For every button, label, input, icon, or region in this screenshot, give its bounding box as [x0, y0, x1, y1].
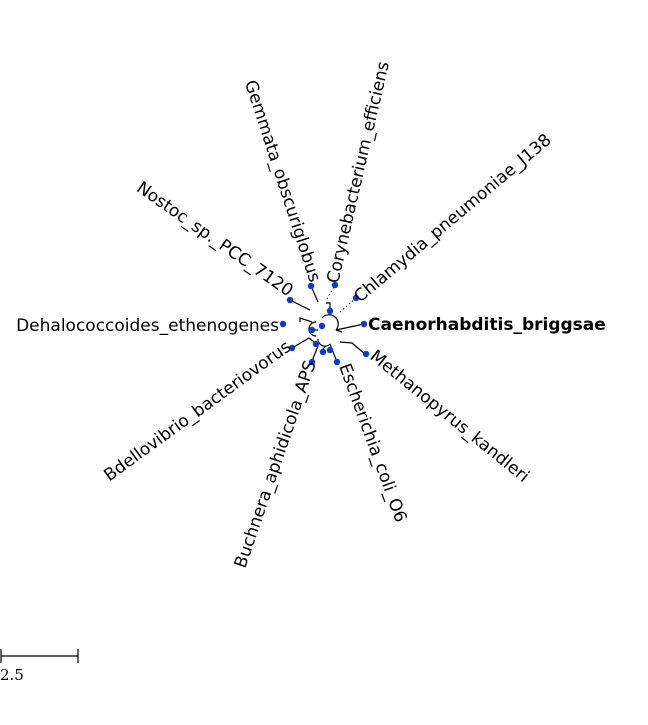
internal-node	[312, 340, 320, 348]
leaf-label-corynebacterium: Corynebacterium_efficiens	[323, 59, 394, 285]
branch-escherichia	[329, 343, 338, 363]
leaf-label-dehalococcoides: Dehalococcoides_ethenogenes	[16, 316, 279, 336]
leaf-node	[288, 344, 296, 352]
leaf-label-nostoc: Nostoc_sp._PCC_7120	[133, 178, 297, 301]
leaf-label-caenorhabditis: Caenorhabditis_briggsae	[368, 315, 606, 335]
leaf-node	[333, 358, 341, 366]
branch-nostoc	[289, 299, 311, 311]
internal-node	[318, 322, 326, 330]
branch-buchnera	[311, 345, 319, 362]
leaf-node	[286, 296, 294, 304]
scale-bar-label: 2.5	[0, 666, 24, 684]
leaf-node	[360, 320, 368, 328]
tree-nodes	[279, 281, 370, 366]
branch-bdellovibrio	[291, 337, 310, 349]
internal-node	[326, 346, 334, 354]
leaf-node	[331, 281, 339, 289]
leaf-node	[279, 320, 287, 328]
leaf-node	[307, 282, 315, 290]
branch-caenorhabditis	[335, 323, 365, 331]
branch-dehalococcoides	[299, 317, 313, 323]
leaf-label-buchnera: Buchnera_aphidicola_APS	[231, 358, 321, 571]
internal-node	[319, 348, 327, 356]
internal-node	[308, 326, 316, 334]
leaf-node	[352, 294, 360, 302]
leaf-labels: Caenorhabditis_briggsae Methanopyrus_kan…	[16, 59, 606, 570]
leaf-label-chlamydia: Chlamydia_pneumoniae_J138	[350, 130, 555, 307]
leaf-node	[308, 358, 316, 366]
internal-node	[326, 307, 334, 315]
branch-methanopyrus	[339, 341, 366, 355]
scale-bar: 2.5	[0, 649, 79, 684]
leaf-node	[362, 350, 370, 358]
